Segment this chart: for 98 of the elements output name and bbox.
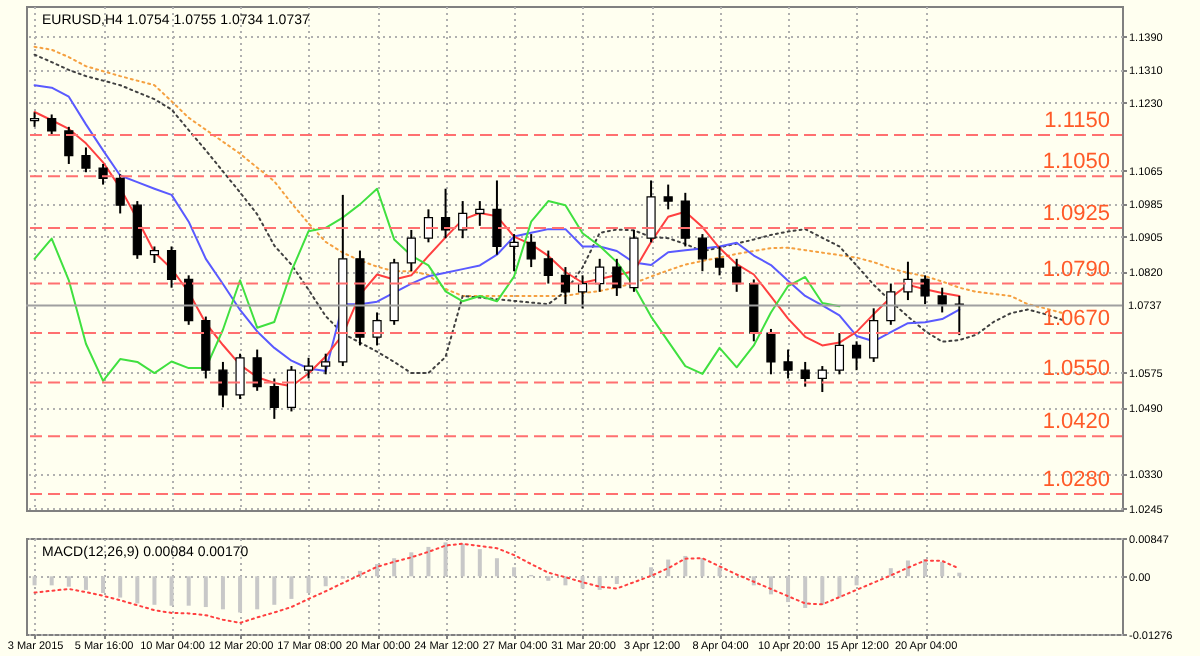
bar	[666, 559, 671, 577]
candlestick	[64, 125, 74, 165]
bar	[563, 576, 568, 586]
candlestick	[732, 257, 742, 293]
candlestick	[184, 274, 194, 326]
bar	[494, 558, 499, 577]
bar	[169, 576, 174, 606]
candlestick	[321, 352, 331, 376]
candlestick	[663, 183, 673, 211]
candlestick	[595, 257, 605, 293]
candlestick	[115, 173, 125, 215]
bar	[186, 576, 191, 606]
bar	[940, 561, 945, 577]
bar	[101, 576, 106, 594]
ref-line-label: 1.0550	[1042, 356, 1110, 381]
candlestick	[269, 377, 279, 420]
candlestick	[423, 208, 434, 244]
bar	[786, 576, 791, 603]
candlestick	[492, 179, 502, 256]
ref-line-label: 1.0420	[1042, 410, 1110, 435]
candlestick	[235, 352, 245, 401]
bar	[597, 576, 602, 590]
bar	[392, 558, 397, 577]
bar	[614, 576, 619, 584]
bar	[580, 576, 585, 589]
bar	[118, 576, 123, 598]
bar	[803, 576, 808, 608]
candlestick	[869, 307, 879, 363]
candlestick	[714, 245, 725, 277]
candlestick	[920, 274, 930, 306]
bar	[323, 576, 328, 587]
candlestick	[783, 348, 793, 380]
bar	[203, 576, 208, 608]
bar	[66, 576, 71, 587]
bar	[717, 567, 722, 577]
candlestick	[834, 332, 845, 376]
candlestick	[81, 146, 91, 174]
candlestick	[680, 191, 690, 248]
bar	[820, 576, 825, 605]
candlestick	[526, 233, 536, 269]
bar	[460, 543, 465, 577]
ref-line-label: 1.0925	[1042, 201, 1110, 226]
candlestick	[252, 348, 262, 392]
bar	[306, 576, 311, 594]
candlestick	[475, 200, 485, 227]
candlestick	[800, 360, 810, 388]
bar	[238, 576, 243, 613]
candlestick	[440, 187, 451, 240]
bar	[443, 542, 448, 577]
candlestick	[937, 286, 947, 314]
candlestick	[612, 257, 622, 297]
bar	[768, 576, 773, 595]
candlestick	[543, 249, 553, 285]
bar	[49, 576, 54, 586]
candlestick	[372, 311, 382, 347]
ref-line-label: 1.0280	[1042, 467, 1110, 492]
ref-line-label: 1.1150	[1044, 109, 1110, 134]
bar	[700, 558, 705, 577]
candlestick	[303, 356, 314, 380]
candlestick	[697, 233, 708, 273]
candlestick	[509, 233, 519, 273]
bar	[923, 559, 928, 577]
candlestick	[886, 282, 896, 326]
bar	[255, 576, 260, 610]
bar	[426, 546, 431, 577]
candlestick	[286, 365, 297, 413]
candlestick	[851, 340, 862, 372]
bar	[83, 576, 88, 590]
bar	[32, 576, 37, 586]
candlestick	[406, 228, 416, 273]
bar	[683, 555, 688, 577]
ref-line-label: 1.0670	[1042, 307, 1110, 332]
bar	[854, 576, 859, 586]
bar	[477, 549, 482, 577]
bar	[289, 576, 294, 599]
ref-line-label: 1.0790	[1042, 257, 1110, 282]
candlestick	[458, 200, 468, 240]
bar	[837, 576, 842, 598]
candlestick	[218, 360, 228, 409]
candlestick	[166, 245, 177, 289]
candlestick	[47, 113, 57, 137]
candlestick	[560, 266, 571, 306]
bar	[512, 567, 517, 577]
bar	[220, 576, 225, 610]
candlestick	[903, 260, 913, 302]
candlestick	[646, 179, 656, 244]
bar	[375, 564, 380, 577]
ref-line-label: 1.1050	[1042, 150, 1110, 175]
candlestick	[817, 365, 827, 394]
bar	[409, 552, 414, 577]
bar	[272, 576, 277, 605]
bar	[135, 576, 140, 604]
candlestick	[766, 327, 776, 376]
bar	[649, 567, 654, 577]
line-series	[33, 187, 841, 382]
bar	[905, 560, 910, 577]
bar	[152, 576, 157, 605]
line-series	[33, 542, 961, 624]
